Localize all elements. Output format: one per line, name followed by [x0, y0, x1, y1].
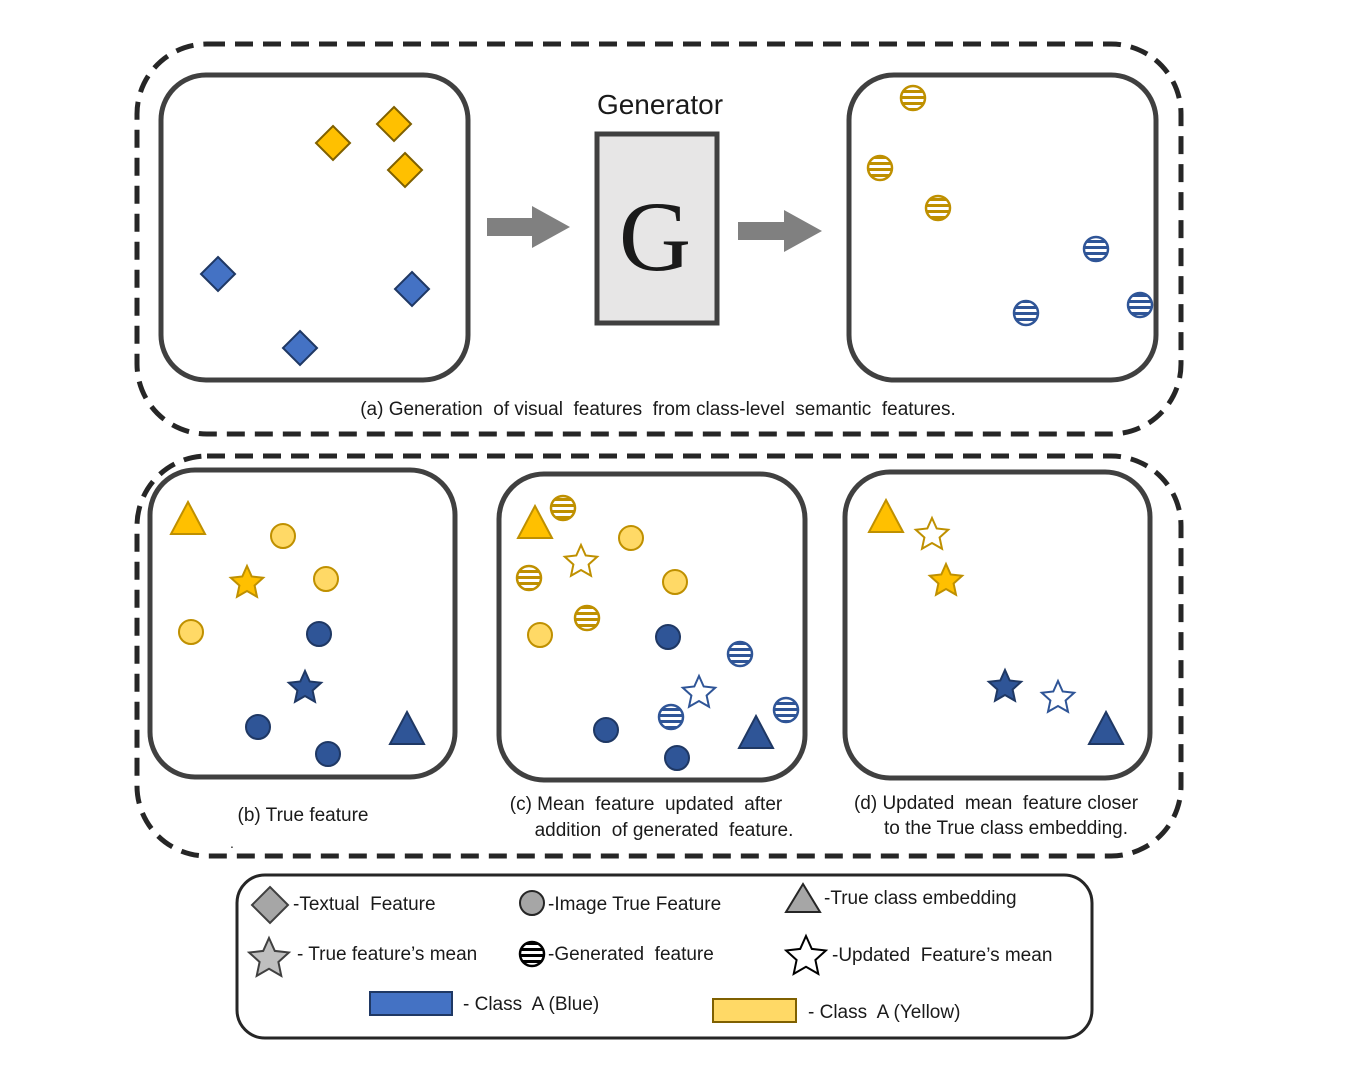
- generated-features-a: [866, 84, 1154, 327]
- generator-letter: G: [619, 181, 691, 292]
- legend-class-blue: - Class A (Blue): [463, 994, 599, 1015]
- legend-textual-feature: -Textual Feature: [293, 894, 436, 915]
- panel-c-caption-line2: addition of generated feature.: [535, 820, 794, 841]
- circle-gray-icon: [519, 890, 545, 916]
- diamond-yellow: [314, 124, 352, 162]
- true-mean-star-blue: [986, 667, 1024, 703]
- section-a-dashed-frame: [134, 41, 1184, 437]
- generated-feature-yellow: [549, 494, 577, 522]
- section-b-dashed-frame: [134, 453, 1184, 859]
- legend-image-true-feature: -Image True Feature: [548, 894, 721, 915]
- mean-updated-panel: [496, 471, 808, 783]
- generator-title: Generator: [597, 89, 723, 120]
- generated-feature-blue: [726, 640, 754, 668]
- generated-feature-blue: [1126, 291, 1154, 319]
- panel-d-caption-line1: (d) Updated mean feature closer: [854, 793, 1139, 814]
- true-mean-star-blue: [286, 668, 324, 704]
- generated-feature-panel: [846, 72, 1159, 383]
- image-feature-yellow: [313, 566, 339, 592]
- updated-mean-star-blue: [1039, 678, 1077, 714]
- legend-updated-features-mean: -Updated Feature’s mean: [832, 945, 1052, 966]
- true-feature-panel: [147, 467, 458, 780]
- true-mean-star-yellow: [927, 561, 965, 597]
- legend-class-yellow: - Class A (Yellow): [808, 1002, 960, 1023]
- star-gray-icon: [246, 935, 292, 978]
- generator-box: [594, 131, 720, 326]
- generated-feature-yellow: [899, 84, 927, 112]
- legend-generated-feature: -Generated feature: [548, 944, 714, 965]
- panel-d-marks: [867, 497, 1125, 745]
- class-embedding-yellow: [516, 503, 554, 539]
- panel-b-caption: (b) True feature: [238, 805, 369, 826]
- textual-feature-diamonds: [199, 105, 431, 367]
- generated-feature-blue: [657, 703, 685, 731]
- generated-feature-blue: [772, 696, 800, 724]
- updated-mean-star-yellow: [913, 515, 951, 551]
- updated-mean-star-yellow: [562, 542, 600, 578]
- legend: -Textual Feature -Image True Feature -Tr…: [235, 873, 1094, 1040]
- arrow-to-generator: [487, 206, 570, 248]
- generated-feature-blue: [1012, 299, 1040, 327]
- diamond-gray-icon: [250, 885, 290, 925]
- updated-mean-star-blue: [680, 673, 718, 709]
- legend-true-class-embedding: -True class embedding: [824, 888, 1017, 909]
- generated-feature-blue: [1082, 235, 1110, 263]
- image-feature-blue: [655, 624, 681, 650]
- generated-feature-yellow: [515, 564, 543, 592]
- semantic-feature-panel: [158, 72, 471, 383]
- blue-swatch: [369, 991, 453, 1016]
- panel-c-caption-line1: (c) Mean feature updated after: [510, 794, 783, 815]
- section-b: (b) True feature . (c) Mean feature upda…: [134, 453, 1184, 859]
- diamond-blue: [281, 329, 319, 367]
- image-feature-yellow: [527, 622, 553, 648]
- diamond-yellow: [386, 151, 424, 189]
- image-feature-blue: [664, 745, 690, 771]
- image-feature-yellow: [618, 525, 644, 551]
- striped-circle-icon: [518, 940, 546, 968]
- true-mean-star-yellow: [228, 563, 266, 599]
- diamond-yellow: [375, 105, 413, 143]
- section-a: Generator G (a) Generation of visual fea…: [134, 41, 1184, 437]
- panel-b-marks: [169, 499, 426, 767]
- star-outline-icon: [783, 933, 829, 976]
- panel-d-caption-line2: to the True class embedding.: [884, 818, 1128, 839]
- generated-feature-yellow: [866, 154, 894, 182]
- image-feature-blue: [306, 621, 332, 647]
- image-feature-yellow: [270, 523, 296, 549]
- diamond-blue: [393, 270, 431, 308]
- section-a-caption: (a) Generation of visual features from c…: [360, 399, 956, 420]
- panel-b-mark: .: [230, 835, 234, 851]
- legend-true-features-mean: - True feature’s mean: [297, 944, 477, 965]
- yellow-swatch: [712, 998, 797, 1023]
- class-embedding-blue: [1087, 709, 1125, 745]
- image-feature-yellow: [178, 619, 204, 645]
- class-embedding-blue: [737, 713, 775, 749]
- image-feature-blue: [315, 741, 341, 767]
- panel-c-marks: [515, 494, 800, 771]
- generated-feature-yellow: [924, 194, 952, 222]
- class-embedding-blue: [388, 709, 426, 745]
- image-feature-blue: [593, 717, 619, 743]
- class-embedding-yellow: [169, 499, 207, 535]
- arrow-from-generator: [738, 210, 822, 252]
- class-embedding-yellow: [867, 497, 905, 533]
- generated-feature-yellow: [573, 604, 601, 632]
- triangle-gray-icon: [784, 882, 822, 913]
- diamond-blue: [199, 255, 237, 293]
- image-feature-yellow: [662, 569, 688, 595]
- image-feature-blue: [245, 714, 271, 740]
